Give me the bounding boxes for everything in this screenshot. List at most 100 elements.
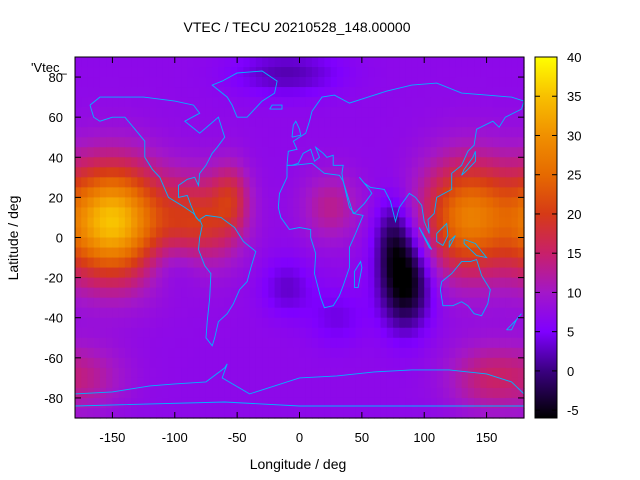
heatmap-cell bbox=[461, 107, 469, 118]
heatmap-cell bbox=[374, 107, 382, 118]
heatmap-cell bbox=[399, 227, 407, 239]
heatmap-cell bbox=[386, 397, 394, 409]
heatmap-cell bbox=[311, 157, 319, 168]
heatmap-cell bbox=[237, 187, 244, 198]
heatmap-cell bbox=[262, 227, 269, 239]
heatmap-cell bbox=[455, 367, 463, 379]
heatmap-cell bbox=[305, 127, 313, 138]
colorbar bbox=[534, 56, 558, 419]
heatmap-cell bbox=[467, 147, 475, 158]
heatmap-cell bbox=[118, 337, 126, 349]
heatmap-cell bbox=[199, 337, 207, 349]
heatmap-cell bbox=[505, 387, 513, 399]
heatmap-cell bbox=[455, 207, 463, 219]
heatmap-cell bbox=[336, 107, 344, 118]
heatmap-cell bbox=[374, 247, 382, 259]
heatmap-cell bbox=[499, 217, 506, 229]
heatmap-cell bbox=[237, 277, 244, 289]
heatmap-cell bbox=[287, 177, 294, 188]
heatmap-cell bbox=[517, 337, 525, 349]
colorbar-tick-label: 25 bbox=[567, 168, 581, 183]
heatmap-cell bbox=[349, 127, 357, 138]
heatmap-cell bbox=[255, 307, 263, 319]
heatmap-cell bbox=[436, 377, 444, 389]
heatmap-cell bbox=[461, 377, 469, 389]
heatmap-cell bbox=[112, 157, 120, 168]
heatmap-cell bbox=[137, 97, 145, 108]
heatmap-cell bbox=[87, 187, 95, 198]
heatmap-cell bbox=[137, 357, 145, 369]
heatmap-cell bbox=[405, 87, 413, 98]
heatmap-cell bbox=[268, 227, 276, 239]
heatmap-cell bbox=[75, 287, 82, 299]
heatmap-cell bbox=[343, 107, 350, 118]
heatmap-cell bbox=[174, 147, 182, 158]
heatmap-cell bbox=[249, 267, 257, 279]
heatmap-cell bbox=[293, 227, 301, 239]
heatmap-cell bbox=[243, 267, 251, 279]
heatmap-cell bbox=[430, 267, 438, 279]
heatmap-cell bbox=[330, 187, 338, 198]
heatmap-cell bbox=[343, 257, 350, 269]
heatmap-cell bbox=[343, 147, 350, 158]
heatmap-cell bbox=[143, 227, 151, 239]
heatmap-cell bbox=[474, 287, 481, 299]
heatmap-cell bbox=[442, 297, 450, 309]
heatmap-cell bbox=[199, 177, 207, 188]
heatmap-cell bbox=[230, 337, 238, 349]
heatmap-cell bbox=[393, 367, 400, 379]
heatmap-cell bbox=[511, 327, 519, 339]
heatmap-cell bbox=[305, 367, 313, 379]
heatmap-cell bbox=[318, 367, 326, 379]
heatmap-cell bbox=[486, 387, 494, 399]
heatmap-cell bbox=[499, 277, 506, 289]
heatmap-cell bbox=[156, 67, 163, 78]
heatmap-cell bbox=[380, 387, 388, 399]
heatmap-cell bbox=[393, 267, 400, 279]
heatmap-cell bbox=[399, 357, 407, 369]
heatmap-cell bbox=[386, 297, 394, 309]
heatmap-cell bbox=[386, 357, 394, 369]
heatmap-cell bbox=[131, 287, 138, 299]
heatmap-cell bbox=[424, 387, 432, 399]
heatmap-cell bbox=[324, 277, 332, 289]
heatmap-cell bbox=[143, 117, 151, 128]
heatmap-cell bbox=[143, 287, 151, 299]
heatmap-cell bbox=[324, 387, 332, 399]
heatmap-cell bbox=[174, 177, 182, 188]
heatmap-cell bbox=[280, 237, 288, 249]
heatmap-cell bbox=[274, 187, 282, 198]
heatmap-cell bbox=[442, 377, 450, 389]
heatmap-cell bbox=[330, 137, 338, 148]
heatmap-cell bbox=[386, 287, 394, 299]
heatmap-cell bbox=[436, 147, 444, 158]
heatmap-cell bbox=[293, 187, 301, 198]
heatmap-cell bbox=[287, 327, 294, 339]
heatmap-cell bbox=[162, 147, 170, 158]
heatmap-cell bbox=[343, 67, 350, 78]
heatmap-cell bbox=[262, 257, 269, 269]
heatmap-cell bbox=[293, 297, 301, 309]
heatmap-cell bbox=[417, 327, 425, 339]
heatmap-cell bbox=[417, 347, 425, 359]
heatmap-cell bbox=[156, 207, 163, 219]
heatmap-cell bbox=[424, 77, 432, 88]
heatmap-cell bbox=[287, 347, 294, 359]
heatmap-cell bbox=[131, 357, 138, 369]
heatmap-cell bbox=[106, 287, 114, 299]
heatmap-cell bbox=[411, 287, 419, 299]
heatmap-cell bbox=[305, 217, 313, 229]
heatmap-cell bbox=[156, 407, 163, 419]
heatmap-cell bbox=[112, 87, 120, 98]
heatmap-cell bbox=[118, 367, 126, 379]
heatmap-cell bbox=[212, 127, 220, 138]
heatmap-cell bbox=[305, 277, 313, 289]
heatmap-cell bbox=[293, 97, 301, 108]
heatmap-cell bbox=[299, 247, 307, 259]
heatmap-cell bbox=[218, 197, 226, 209]
heatmap-cell bbox=[517, 107, 525, 118]
heatmap-cell bbox=[75, 357, 82, 369]
heatmap-cell bbox=[249, 107, 257, 118]
heatmap-cell bbox=[511, 197, 519, 209]
heatmap-cell bbox=[330, 387, 338, 399]
